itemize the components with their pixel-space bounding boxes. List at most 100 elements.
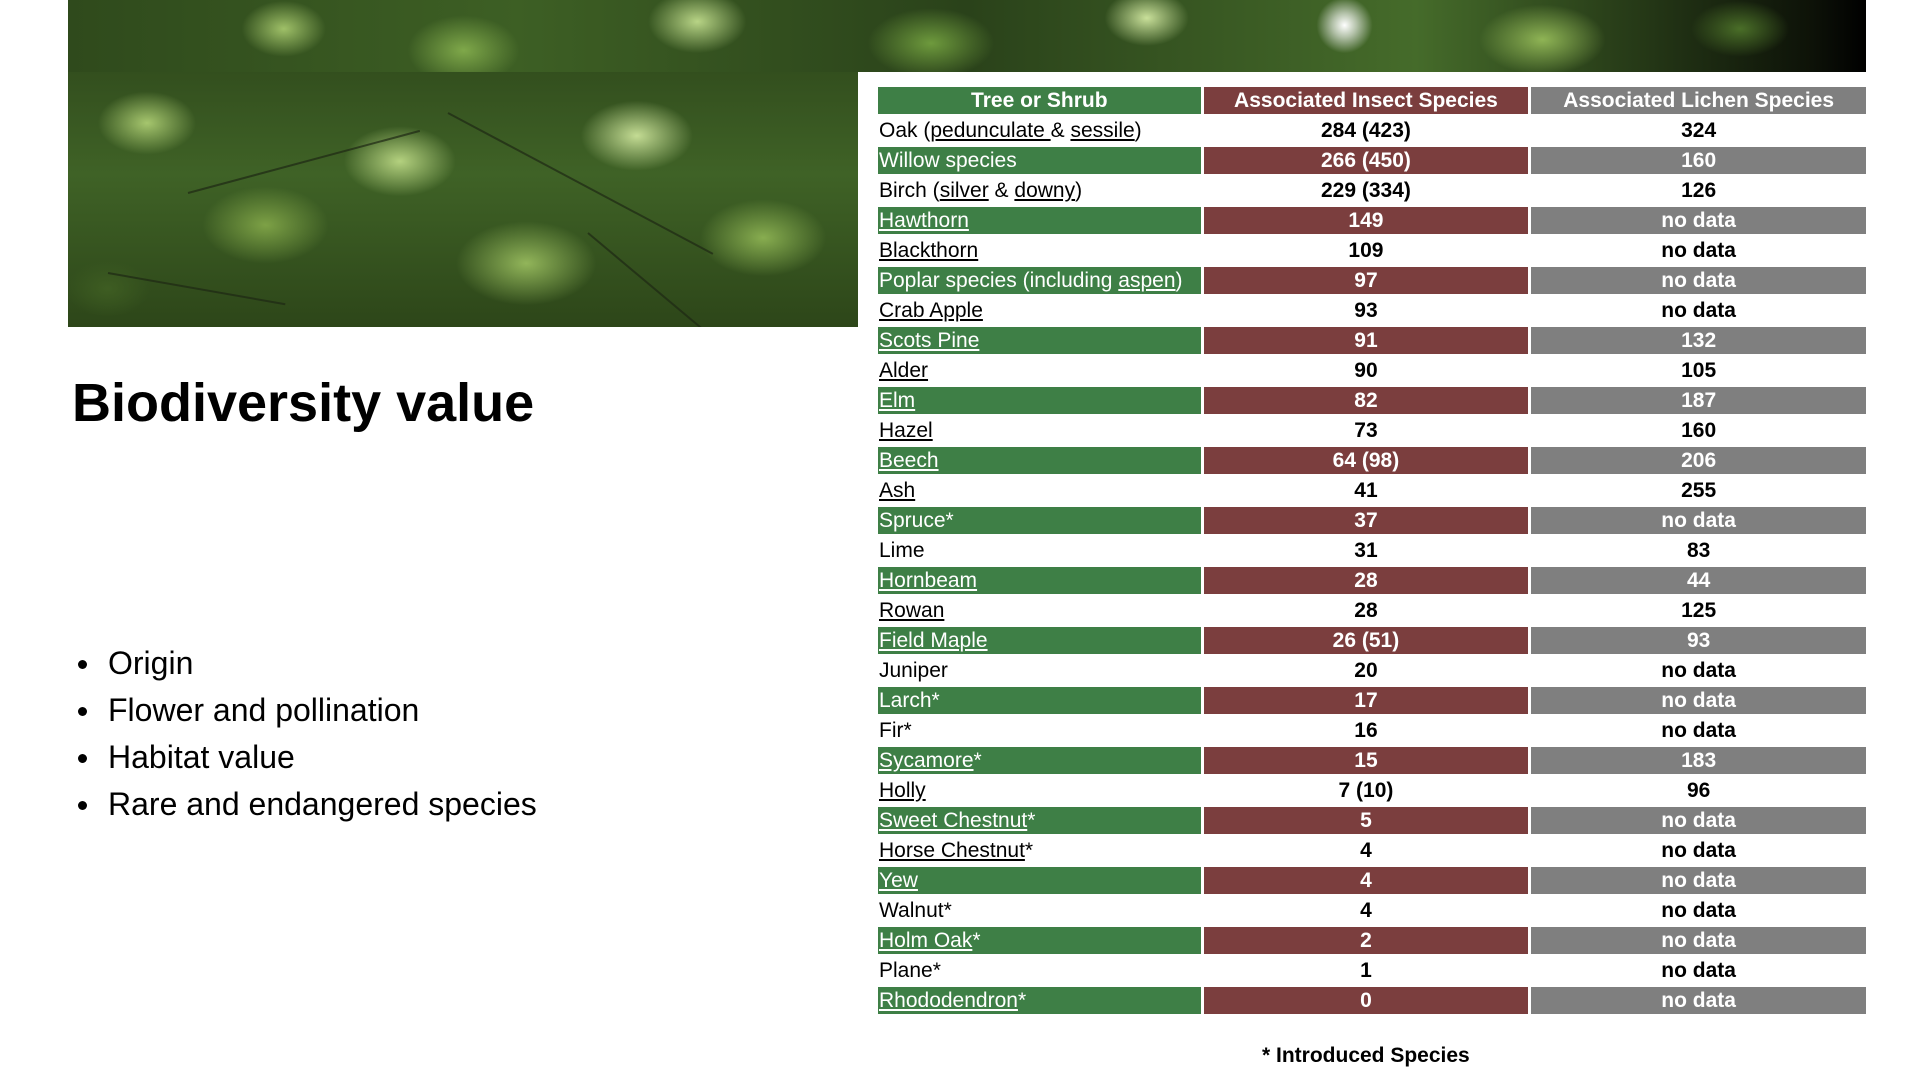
lichen-count-cell: no data	[1531, 297, 1866, 327]
leaf-canopy-photo-top	[68, 0, 1866, 72]
insect-count-cell: 5	[1203, 807, 1529, 837]
insect-count-cell: 31	[1203, 537, 1529, 567]
species-text: Oak (	[879, 119, 931, 142]
species-link[interactable]: Elm	[879, 389, 916, 412]
insect-count-cell: 0	[1203, 987, 1529, 1017]
insect-count-cell: 37	[1203, 507, 1529, 537]
lichen-count-cell: 324	[1531, 117, 1866, 147]
table-row: Crab Apple 93 no data	[878, 297, 1866, 327]
bullet-icon	[78, 660, 87, 669]
species-link[interactable]: Hawthorn	[879, 209, 969, 232]
insect-count-cell: 26 (51)	[1203, 627, 1529, 657]
tree-name-cell: Rhododendron*	[878, 987, 1201, 1017]
species-link[interactable]: Alder	[879, 359, 929, 382]
species-link[interactable]: Yew	[879, 869, 918, 892]
lichen-count-cell: no data	[1531, 807, 1866, 837]
table-row: Hornbeam 28 44	[878, 567, 1866, 597]
species-link[interactable]: Beech	[879, 449, 939, 472]
lichen-count-cell: no data	[1531, 237, 1866, 267]
table-row: Willow species 266 (450) 160	[878, 147, 1866, 177]
tree-name-cell: Hazel	[878, 417, 1201, 447]
tree-name-cell: Beech	[878, 447, 1201, 477]
species-text: Lime	[879, 539, 925, 562]
species-link[interactable]: Hazel	[879, 419, 933, 442]
table-row: Horse Chestnut* 4 no data	[878, 837, 1866, 867]
species-text: *	[972, 929, 981, 952]
tree-name-cell: Willow species	[878, 147, 1201, 177]
header-insect-species: Associated Insect Species	[1203, 87, 1529, 117]
species-link[interactable]: sessile	[1070, 119, 1135, 142]
footnote: * Introduced Species	[1262, 1044, 1470, 1067]
table-row: Walnut* 4 no data	[878, 897, 1866, 927]
species-link[interactable]: pedunculate	[930, 119, 1051, 142]
lichen-count-cell: 183	[1531, 747, 1866, 777]
tree-name-cell: Poplar species (including aspen)	[878, 267, 1201, 297]
table-row: Poplar species (including aspen) 97 no dat…	[878, 267, 1866, 297]
lichen-count-cell: 83	[1531, 537, 1866, 567]
tree-name-cell: Sycamore*	[878, 747, 1201, 777]
species-text: &	[1050, 119, 1071, 142]
species-link[interactable]: silver	[939, 179, 989, 202]
species-link[interactable]: downy	[1014, 179, 1076, 202]
lichen-count-cell: no data	[1531, 657, 1866, 687]
table-body: Oak (pedunculate & sessile) 284 (423) 324 W…	[878, 117, 1866, 1017]
species-link[interactable]: Crab Apple	[879, 299, 983, 322]
species-link[interactable]: Scots Pine	[879, 329, 980, 352]
lichen-count-cell: 126	[1531, 177, 1866, 207]
species-link[interactable]: Hornbeam	[879, 569, 978, 592]
tree-name-cell: Juniper	[878, 657, 1201, 687]
insect-count-cell: 284 (423)	[1203, 117, 1529, 147]
table-row: Birch (silver & downy) 229 (334) 126	[878, 177, 1866, 207]
species-text: *	[1017, 989, 1027, 1012]
lichen-count-cell: 96	[1531, 777, 1866, 807]
species-link[interactable]: Horse Chestnut	[879, 839, 1025, 862]
species-link[interactable]: Rowan	[879, 599, 945, 622]
table-row: Sycamore* 15 183	[878, 747, 1866, 777]
species-text: )	[1134, 119, 1142, 142]
species-text: Willow species	[879, 149, 1017, 172]
table-row: Beech 64 (98) 206	[878, 447, 1866, 477]
tree-name-cell: Rowan	[878, 597, 1201, 627]
table-row: Ash 41 255	[878, 477, 1866, 507]
tree-name-cell: Walnut*	[878, 897, 1201, 927]
tree-name-cell: Spruce*	[878, 507, 1201, 537]
table-row: Rowan 28 125	[878, 597, 1866, 627]
lichen-count-cell: no data	[1531, 927, 1866, 957]
lichen-count-cell: 44	[1531, 567, 1866, 597]
insect-count-cell: 28	[1203, 567, 1529, 597]
tree-name-cell: Hawthorn	[878, 207, 1201, 237]
table-row: Rhododendron* 0 no data	[878, 987, 1866, 1017]
tree-name-cell: Horse Chestnut*	[878, 837, 1201, 867]
tree-name-cell: Larch*	[878, 687, 1201, 717]
species-link[interactable]: Sweet Chestnut	[879, 809, 1028, 832]
insect-count-cell: 4	[1203, 837, 1529, 867]
species-link[interactable]: Holm Oak	[879, 929, 973, 952]
species-link[interactable]: Field Maple	[879, 629, 988, 652]
leaf-canopy-photo	[68, 72, 858, 327]
table-panel: Tree or Shrub Associated Insect Species …	[858, 72, 1866, 1080]
insect-count-cell: 41	[1203, 477, 1529, 507]
species-link[interactable]: Ash	[879, 479, 916, 502]
tree-name-cell: Fir*	[878, 717, 1201, 747]
tree-name-cell: Alder	[878, 357, 1201, 387]
table-row: Lime 31 83	[878, 537, 1866, 567]
species-text: Poplar species (including	[879, 269, 1119, 292]
insect-count-cell: 17	[1203, 687, 1529, 717]
table-row: Oak (pedunculate & sessile) 284 (423) 324	[878, 117, 1866, 147]
tree-name-cell: Ash	[878, 477, 1201, 507]
tree-name-cell: Sweet Chestnut*	[878, 807, 1201, 837]
species-link[interactable]: Rhododendron	[879, 989, 1018, 1012]
species-link[interactable]: Holly	[879, 779, 926, 802]
species-text: *	[1024, 839, 1034, 862]
lichen-count-cell: 125	[1531, 597, 1866, 627]
species-link[interactable]: Sycamore	[879, 749, 974, 772]
insect-count-cell: 93	[1203, 297, 1529, 327]
lichen-count-cell: no data	[1531, 837, 1866, 867]
table-row: Hazel 73 160	[878, 417, 1866, 447]
lichen-count-cell: 160	[1531, 147, 1866, 177]
lichen-count-cell: no data	[1531, 207, 1866, 237]
species-table: Tree or Shrub Associated Insect Species …	[875, 87, 1869, 1017]
species-link[interactable]: Blackthorn	[879, 239, 979, 262]
insect-count-cell: 91	[1203, 327, 1529, 357]
species-link[interactable]: aspen	[1118, 269, 1176, 292]
